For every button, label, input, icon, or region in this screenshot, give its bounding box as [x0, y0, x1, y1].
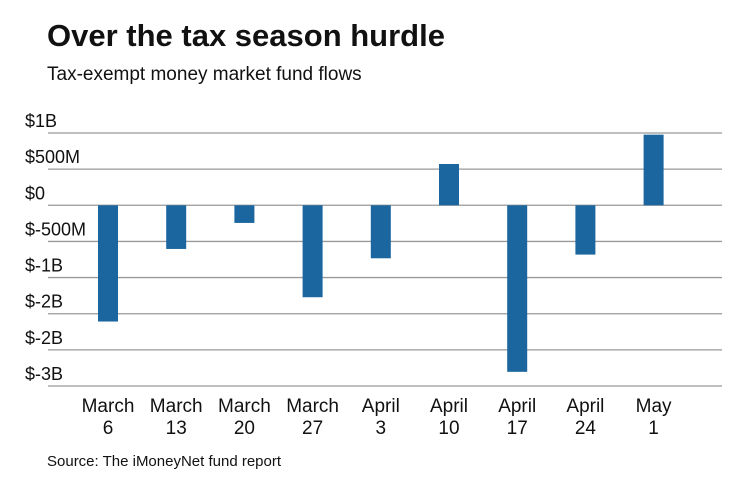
bar — [439, 164, 459, 206]
source-note: Source: The iMoneyNet fund report — [47, 453, 282, 470]
y-tick-label: $-2B — [25, 292, 63, 312]
y-tick-label: $-3B — [25, 364, 63, 384]
x-tick-label: 1 — [648, 418, 659, 439]
y-tick-label: $-500M — [25, 219, 86, 239]
chart-subtitle: Tax-exempt money market fund flows — [47, 64, 362, 85]
y-tick-label: $1B — [25, 111, 57, 131]
x-tick-label: March — [286, 396, 339, 417]
chart-title: Over the tax season hurdle — [47, 18, 445, 53]
x-tick-label: 3 — [376, 418, 387, 439]
x-tick-label: 20 — [234, 418, 255, 439]
x-tick-label: March — [218, 396, 271, 417]
x-tick-label: March — [150, 396, 203, 417]
x-tick-label: 27 — [302, 418, 323, 439]
x-tick-label: 24 — [575, 418, 597, 439]
x-tick-label: March — [82, 396, 135, 417]
bar — [302, 205, 323, 298]
bar — [370, 205, 391, 259]
x-tick-label: April — [362, 396, 400, 417]
x-tick-label: May — [636, 396, 672, 417]
y-tick-label: $-1B — [25, 256, 63, 276]
x-tick-label: April — [430, 396, 468, 417]
bar — [575, 205, 596, 255]
y-tick-label: $500M — [25, 147, 80, 167]
bar — [98, 205, 118, 322]
x-tick-label: 10 — [438, 418, 459, 439]
x-tick-label: 13 — [166, 418, 187, 439]
y-tick-label: $0 — [25, 183, 45, 203]
x-tick-label: April — [498, 396, 536, 417]
bar — [507, 205, 528, 372]
x-tick-label: April — [566, 396, 604, 417]
bar — [166, 205, 187, 249]
y-tick-label: $-2B — [25, 328, 63, 348]
x-tick-label: 17 — [507, 418, 528, 439]
x-tick-label: 6 — [103, 418, 114, 439]
bar — [234, 205, 255, 223]
bar — [643, 134, 664, 206]
